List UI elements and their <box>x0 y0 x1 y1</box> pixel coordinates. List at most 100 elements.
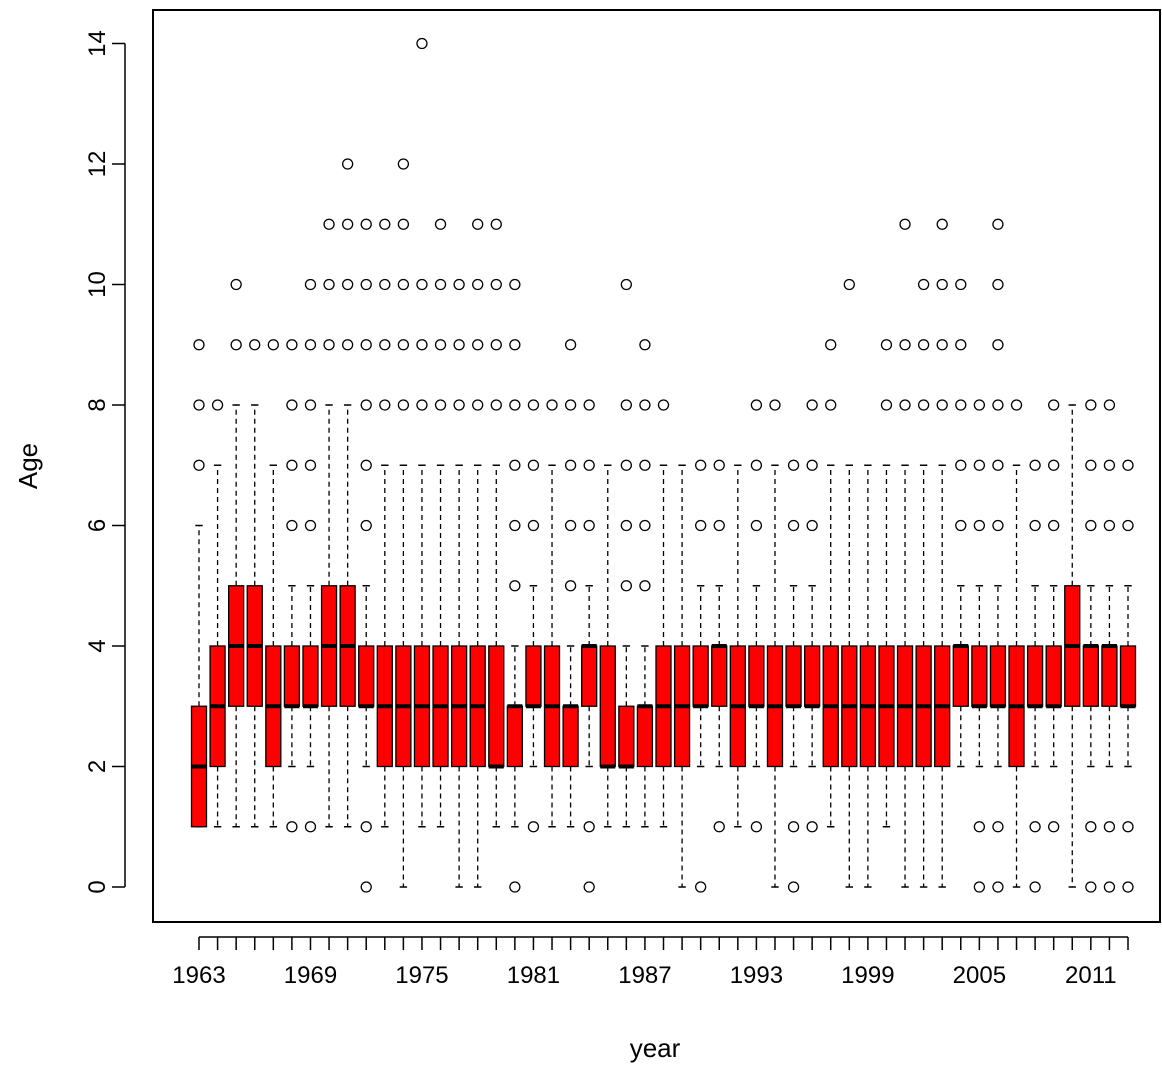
iqr-box <box>562 705 579 768</box>
iqr-box <box>692 645 709 707</box>
outlier-point <box>695 881 707 893</box>
outlier-point <box>509 519 521 532</box>
outlier-point <box>936 339 948 351</box>
outlier-point <box>825 399 837 411</box>
outlier-point <box>509 459 521 471</box>
outlier-point <box>304 519 317 532</box>
box-1988 <box>655 399 672 828</box>
outlier-point <box>657 399 670 411</box>
outlier-point <box>787 821 800 833</box>
outlier-point <box>806 821 818 833</box>
box-1993 <box>748 399 765 833</box>
box-1985 <box>599 464 616 828</box>
iqr-box <box>952 645 969 707</box>
outlier-point <box>583 519 595 532</box>
outlier-point <box>323 339 335 351</box>
box-1964 <box>209 399 226 828</box>
outlier-point <box>750 399 763 411</box>
y-axis-title: Age <box>13 443 43 489</box>
outlier-point <box>490 339 502 351</box>
box-1992 <box>729 464 746 828</box>
outlier-point <box>936 218 948 230</box>
outlier-point <box>695 459 707 471</box>
x-tick-label: 1999 <box>841 962 894 989</box>
outlier-point <box>936 278 948 291</box>
outlier-point <box>360 218 372 230</box>
box-1969 <box>302 278 319 833</box>
outlier-point <box>453 399 465 411</box>
outlier-point <box>193 459 205 471</box>
outlier-point <box>490 218 502 230</box>
outlier-point <box>527 519 540 532</box>
outlier-point <box>1085 399 1097 411</box>
outlier-point <box>1103 519 1116 532</box>
outlier-point <box>583 821 595 833</box>
outlier-point <box>472 399 484 411</box>
outlier-point <box>509 881 521 893</box>
box-1991 <box>711 459 728 833</box>
box-1972 <box>358 218 375 893</box>
iqr-box <box>618 705 635 768</box>
outlier-point <box>286 459 298 471</box>
outlier-point <box>899 399 911 411</box>
outlier-point <box>564 399 577 411</box>
outlier-point <box>230 278 242 291</box>
box-2001 <box>896 218 914 888</box>
outlier-point <box>1103 821 1116 833</box>
outlier-point <box>1103 881 1116 893</box>
iqr-box <box>803 645 821 707</box>
outlier-point <box>992 339 1004 351</box>
outlier-point <box>527 459 540 471</box>
outlier-point <box>639 339 651 351</box>
iqr-box <box>1101 645 1118 707</box>
outlier-point <box>509 339 521 351</box>
y-tick-label: 12 <box>84 151 111 178</box>
box-1997 <box>822 339 839 828</box>
outlier-point <box>434 278 447 291</box>
outlier-point <box>825 339 837 351</box>
outlier-point <box>695 519 707 532</box>
box-1998 <box>841 278 858 888</box>
box-1996 <box>803 399 821 833</box>
outlier-point <box>973 881 986 893</box>
outlier-point <box>620 278 632 291</box>
outlier-point <box>583 459 595 471</box>
iqr-box <box>525 645 542 707</box>
outlier-point <box>750 519 763 532</box>
box-2007 <box>1008 399 1025 888</box>
outlier-point <box>230 339 242 351</box>
outlier-point <box>1103 459 1116 471</box>
outlier-point <box>620 519 632 532</box>
outlier-point <box>434 218 447 230</box>
outlier-point <box>416 37 428 50</box>
outlier-point <box>1122 459 1134 471</box>
plot-frame <box>152 9 1161 923</box>
outlier-point <box>304 821 317 833</box>
x-tick-label: 1981 <box>507 962 560 989</box>
outlier-point <box>1122 881 1134 893</box>
box-1970 <box>320 218 338 828</box>
y-tick-label: 14 <box>84 30 111 57</box>
box-1986 <box>618 278 635 828</box>
outlier-point <box>992 459 1004 471</box>
outlier-point <box>341 158 354 170</box>
iqr-box <box>506 705 524 768</box>
outlier-point <box>304 278 317 291</box>
box-2005 <box>971 399 988 893</box>
outlier-point <box>341 278 354 291</box>
outlier-point <box>416 339 428 351</box>
outlier-point <box>973 821 986 833</box>
box-1999 <box>859 464 877 888</box>
outlier-point <box>880 339 893 351</box>
outlier-point <box>713 821 725 833</box>
outlier-point <box>453 278 465 291</box>
iqr-box <box>599 645 616 768</box>
iqr-box <box>711 645 728 707</box>
outlier-point <box>286 519 298 532</box>
outlier-point <box>992 399 1004 411</box>
outlier-point <box>992 821 1004 833</box>
iqr-box <box>488 645 505 768</box>
outlier-point <box>917 278 930 291</box>
outlier-point <box>416 399 428 411</box>
outlier-point <box>880 399 893 411</box>
